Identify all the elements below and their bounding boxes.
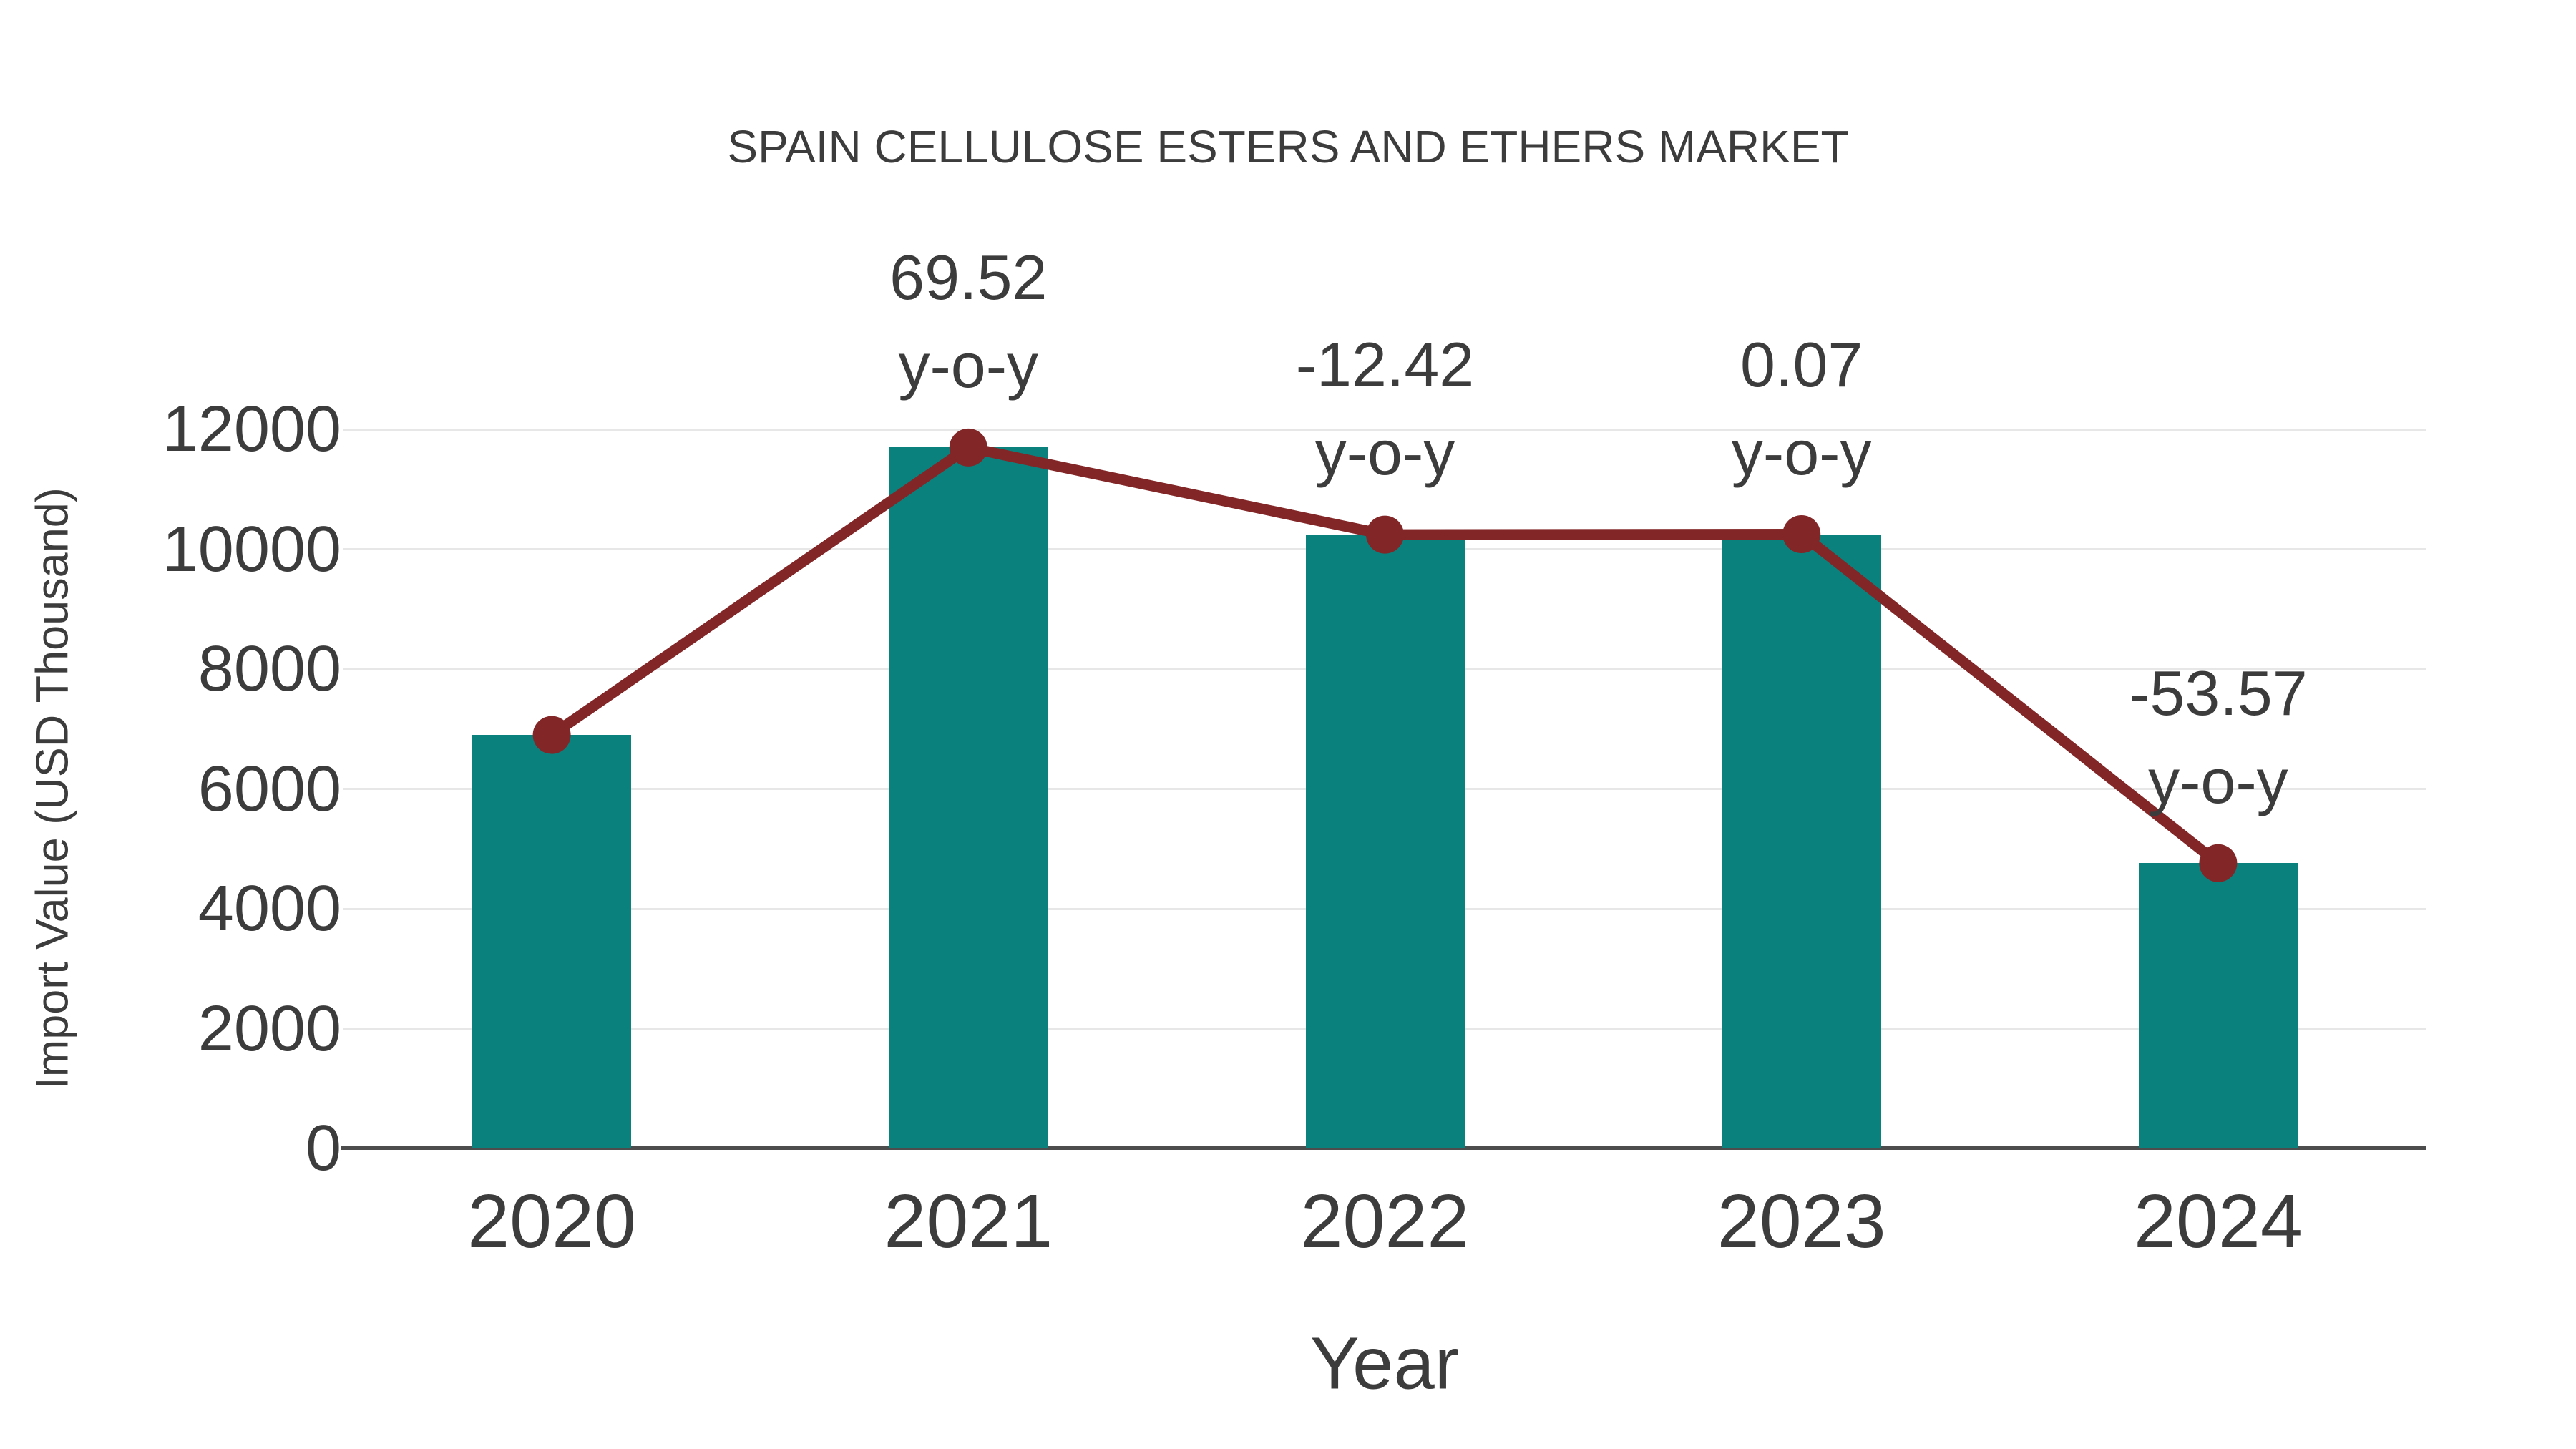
bar: [1305, 535, 1465, 1148]
chart-title: SPAIN CELLULOSE ESTERS AND ETHERS MARKET: [727, 121, 1849, 172]
annotation-yoy-label: y-o-y: [1314, 417, 1455, 489]
annotation-value: 69.52: [889, 242, 1048, 313]
bar: [472, 735, 632, 1148]
x-axis-title: Year: [1309, 1322, 1460, 1405]
y-tick-label: 4000: [197, 873, 341, 945]
y-tick-label: 6000: [197, 753, 341, 825]
x-tick-label: 2020: [467, 1179, 636, 1264]
y-tick-label: 2000: [197, 992, 341, 1065]
gridline: [343, 428, 2426, 431]
x-tick-label: 2023: [1717, 1179, 1886, 1264]
y-tick-label: 0: [305, 1113, 341, 1184]
y-tick-label: 8000: [197, 633, 341, 705]
y-tick-label: 12000: [162, 394, 341, 465]
x-tick-label: 2024: [2133, 1179, 2303, 1264]
annotation-yoy-label: y-o-y: [1731, 416, 1872, 488]
bar: [1722, 534, 1881, 1148]
bar: [889, 447, 1048, 1148]
annotation-yoy-label: y-o-y: [898, 330, 1039, 401]
annotation-value: -12.42: [1295, 329, 1475, 401]
x-tick-label: 2021: [884, 1179, 1053, 1264]
annotation-yoy-label: y-o-y: [2148, 746, 2288, 817]
bar: [2138, 863, 2298, 1148]
annotation-value: 0.07: [1740, 328, 1863, 400]
annotation-value: -53.57: [2129, 658, 2308, 729]
x-tick-label: 2022: [1300, 1179, 1470, 1264]
y-tick-label: 10000: [162, 513, 341, 585]
